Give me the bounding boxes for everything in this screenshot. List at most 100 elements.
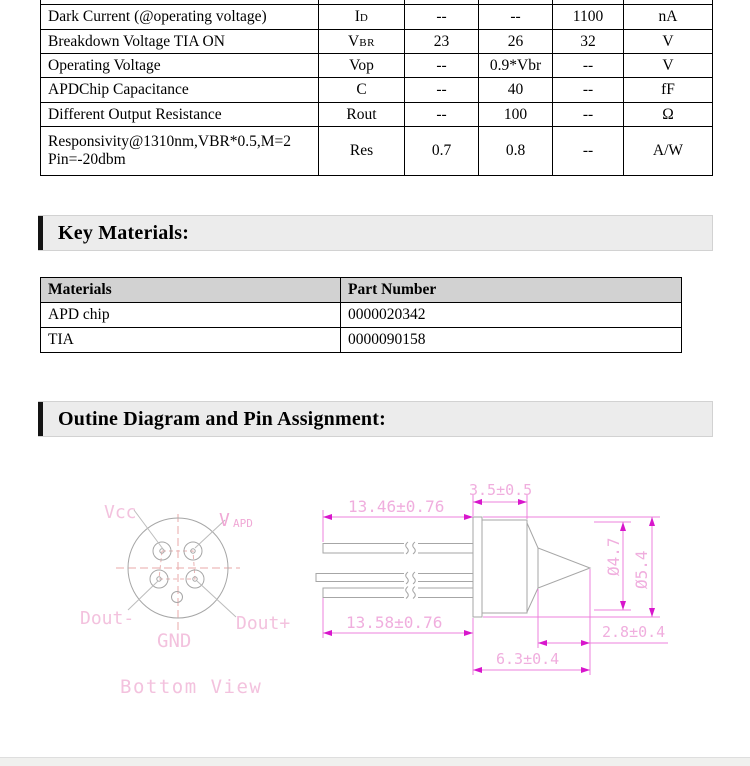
dim-cap-length: 3.5±0.5 bbox=[469, 481, 532, 499]
param-cell: Breakdown Voltage TIA ON bbox=[40, 29, 319, 54]
flange bbox=[472, 516, 483, 618]
param-cell: Operating Voltage bbox=[40, 53, 319, 78]
symbol-cell: VBR bbox=[318, 29, 405, 54]
unit-cell: A/W bbox=[623, 126, 713, 176]
table-row: APD chip 0000020342 bbox=[40, 302, 682, 328]
unit-cell: nA bbox=[623, 4, 713, 30]
min-cell: -- bbox=[404, 4, 479, 30]
spec-row-responsivity: Responsivity@1310nm,VBR*0.5,M=2 Pin=-20d… bbox=[40, 126, 713, 176]
part-number-cell: 0000020342 bbox=[340, 302, 682, 328]
section-accent-bar bbox=[38, 216, 43, 250]
param-cell: Different Output Resistance bbox=[40, 102, 319, 127]
spec-row-capacitance: APDChip Capacitance C -- 40 -- fF bbox=[40, 77, 713, 103]
spec-table: Dark Current (@operating voltage) ID -- … bbox=[40, 0, 713, 176]
can-body bbox=[481, 519, 528, 614]
dimension-arrows bbox=[323, 499, 655, 673]
leader-dout-minus bbox=[127, 580, 159, 611]
spec-row-output-resistance: Different Output Resistance Rout -- 100 … bbox=[40, 102, 713, 127]
lead-break bbox=[405, 571, 416, 585]
symbol-cell: Rout bbox=[318, 102, 405, 127]
max-cell: -- bbox=[552, 102, 624, 127]
typ-cell: 100 bbox=[478, 102, 553, 127]
label-vcc: Vcc bbox=[104, 502, 137, 523]
materials-header-row: Materials Part Number bbox=[40, 277, 682, 303]
typ-cell: 0.9*Vbr bbox=[478, 53, 553, 78]
gnd-tab bbox=[171, 591, 183, 603]
material-cell: APD chip bbox=[40, 302, 341, 328]
param-cell: APDChip Capacitance bbox=[40, 77, 319, 103]
page-edge-band bbox=[0, 757, 750, 766]
leader-dout-plus bbox=[196, 580, 237, 618]
lead-break bbox=[405, 586, 416, 599]
section-title: Key Materials: bbox=[58, 221, 190, 244]
symbol-cell: ID bbox=[318, 4, 405, 30]
max-cell: -- bbox=[552, 126, 624, 176]
bottom-view: Vcc V APD Dout- Dout+ GND Bottom View bbox=[80, 502, 290, 698]
param-line2: Pin=-20dbm bbox=[48, 151, 126, 168]
section-accent-bar bbox=[38, 402, 43, 436]
min-cell: -- bbox=[404, 77, 479, 103]
min-cell: 23 bbox=[404, 29, 479, 54]
dim-body-length: 6.3±0.4 bbox=[496, 650, 559, 668]
lead-break bbox=[405, 541, 416, 555]
min-cell: 0.7 bbox=[404, 126, 479, 176]
dimension-texts: 13.46±0.76 3.5±0.5 13.58±0.76 2.8±0.4 6.… bbox=[346, 481, 665, 668]
pin-pitch-square bbox=[158, 550, 196, 580]
unit-cell: Ω bbox=[623, 102, 713, 127]
outline-diagram: Vcc V APD Dout- Dout+ GND Bottom View bbox=[80, 481, 668, 698]
pin-vapd bbox=[183, 541, 203, 561]
materials-header: Materials bbox=[40, 277, 341, 303]
lead-top bbox=[322, 543, 473, 554]
symbol-cell: C bbox=[318, 77, 405, 103]
side-view bbox=[315, 516, 592, 618]
param-cell: Responsivity@1310nm,VBR*0.5,M=2 Pin=-20d… bbox=[40, 126, 319, 176]
table-row: TIA 0000090158 bbox=[40, 327, 682, 353]
label-vapd-sub: APD bbox=[233, 517, 253, 530]
section-header-key-materials: Key Materials: bbox=[38, 215, 713, 251]
max-cell: 1100 bbox=[552, 4, 624, 30]
section-header-outline-diagram: Outine Diagram and Pin Assignment: bbox=[38, 401, 713, 437]
bottom-view-caption: Bottom View bbox=[120, 676, 262, 698]
symbol-cell: Vop bbox=[318, 53, 405, 78]
typ-cell: -- bbox=[478, 4, 553, 30]
max-cell: -- bbox=[552, 53, 624, 78]
materials-table: Materials Part Number APD chip 000002034… bbox=[40, 277, 682, 353]
param-line1: Responsivity@1310nm,VBR*0.5,M=2 bbox=[48, 133, 292, 150]
lead-bottom bbox=[322, 587, 473, 598]
section-title: Outine Diagram and Pin Assignment: bbox=[58, 407, 386, 430]
spec-row-operating-voltage: Operating Voltage Vop -- 0.9*Vbr -- V bbox=[40, 53, 713, 78]
nose-cone bbox=[526, 522, 592, 613]
max-cell: 32 bbox=[552, 29, 624, 54]
unit-cell: V bbox=[623, 53, 713, 78]
part-number-header: Part Number bbox=[340, 277, 682, 303]
pin-vcc bbox=[152, 541, 172, 561]
label-dout-plus: Dout+ bbox=[236, 613, 290, 634]
leader-vapd bbox=[194, 519, 226, 549]
typ-cell: 0.8 bbox=[478, 126, 553, 176]
spec-row-breakdown: Breakdown Voltage TIA ON VBR 23 26 32 V bbox=[40, 29, 713, 54]
typ-cell: 26 bbox=[478, 29, 553, 54]
pin-dout-minus bbox=[149, 569, 169, 589]
label-gnd: GND bbox=[157, 630, 191, 652]
dim-dia-outer: Ø5.4 bbox=[632, 550, 651, 589]
dimensions bbox=[322, 495, 668, 675]
unit-cell: V bbox=[623, 29, 713, 54]
dim-lead-top: 13.46±0.76 bbox=[348, 497, 444, 516]
dim-nose: 2.8±0.4 bbox=[602, 623, 665, 641]
param-cell: Dark Current (@operating voltage) bbox=[40, 4, 319, 30]
max-cell: -- bbox=[552, 77, 624, 103]
material-cell: TIA bbox=[40, 327, 341, 353]
unit-cell: fF bbox=[623, 77, 713, 103]
label-dout-minus: Dout- bbox=[80, 608, 134, 629]
lead-middle bbox=[315, 573, 473, 582]
min-cell: -- bbox=[404, 53, 479, 78]
typ-cell: 40 bbox=[478, 77, 553, 103]
spec-row-dark-current: Dark Current (@operating voltage) ID -- … bbox=[40, 4, 713, 30]
label-vapd: V bbox=[219, 510, 230, 531]
pin-dout-plus bbox=[185, 569, 205, 589]
leader-vcc bbox=[133, 509, 164, 550]
part-number-cell: 0000090158 bbox=[340, 327, 682, 353]
symbol-cell: Res bbox=[318, 126, 405, 176]
min-cell: -- bbox=[404, 102, 479, 127]
